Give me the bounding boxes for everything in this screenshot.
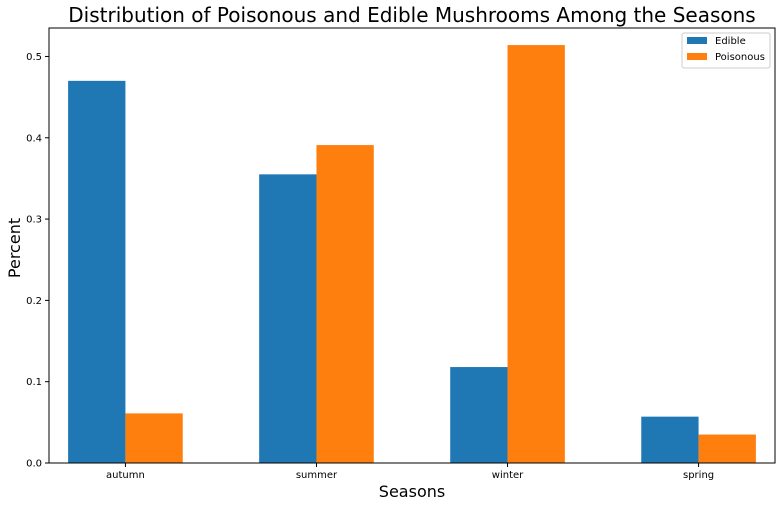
y-tick-label: 0.4	[26, 133, 42, 144]
x-tick-label-spring: spring	[683, 470, 714, 481]
x-axis-title: Seasons	[379, 482, 445, 501]
y-tick-label: 0.2	[26, 296, 42, 307]
x-tick-label-summer: summer	[296, 470, 338, 481]
plot-area-frame	[48, 27, 776, 464]
legend-label-poisonous: Poisonous	[715, 52, 765, 63]
bar-poisonous-winter	[507, 45, 565, 463]
bar-poisonous-spring	[698, 434, 756, 463]
bar-edible-summer	[259, 174, 317, 463]
bars-group	[68, 45, 756, 463]
legend-swatch-poisonous	[687, 53, 707, 60]
legend-swatch-edible	[687, 37, 707, 44]
y-tick-label: 0.0	[26, 459, 42, 470]
legend: Edible Poisonous	[681, 32, 771, 69]
x-axis-ticks: autumn summer winter spring	[106, 463, 714, 481]
x-tick-label-autumn: autumn	[106, 470, 145, 481]
y-axis-title: Percent	[5, 218, 24, 278]
y-tick-label: 0.1	[26, 377, 42, 388]
x-tick-label-winter: winter	[492, 470, 524, 481]
y-axis-ticks: 0.0 0.1 0.2 0.3 0.4 0.5	[26, 52, 49, 470]
bar-poisonous-summer	[316, 145, 374, 463]
legend-label-edible: Edible	[715, 36, 746, 47]
y-tick-label: 0.3	[26, 215, 42, 226]
bar-poisonous-autumn	[125, 413, 183, 463]
bar-edible-autumn	[68, 80, 126, 463]
y-tick-label: 0.5	[26, 52, 42, 63]
bar-edible-spring	[641, 416, 699, 463]
chart-title: Distribution of Poisonous and Edible Mus…	[68, 3, 755, 27]
bar-edible-winter	[450, 367, 508, 463]
